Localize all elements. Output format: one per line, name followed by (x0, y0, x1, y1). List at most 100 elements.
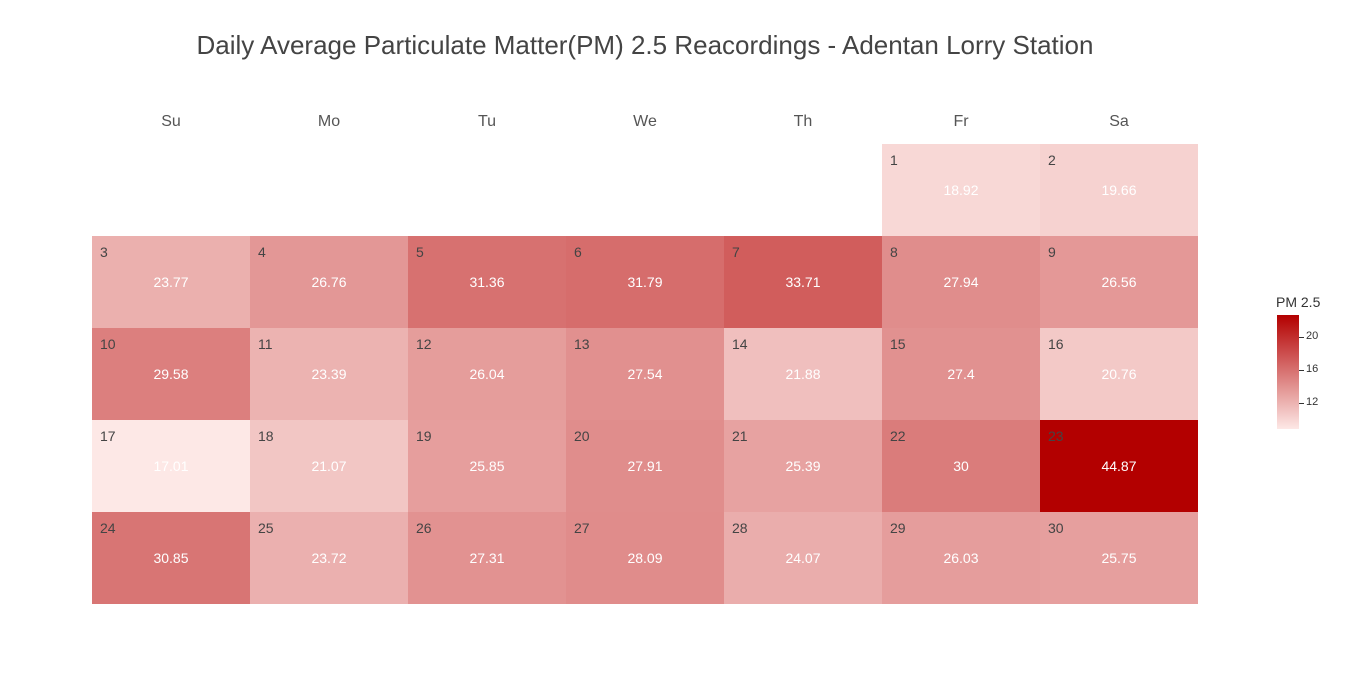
pm-value-label: 23.77 (153, 274, 189, 290)
pm-value-label: 31.79 (627, 274, 663, 290)
day-cell: 4 26.76 (250, 236, 408, 328)
day-cell: 1 18.92 (882, 144, 1040, 236)
day-cell: 5 31.36 (408, 236, 566, 328)
day-number: 25 (258, 520, 274, 536)
day-cell: 24 30.85 (92, 512, 250, 604)
day-cell: 25 23.72 (250, 512, 408, 604)
day-number: 13 (574, 336, 590, 352)
pm-value-label: 19.66 (1101, 182, 1137, 198)
legend-title: PM 2.5 (1276, 294, 1321, 310)
weekday-label: Fr (953, 113, 969, 130)
pm-value-label: 23.39 (311, 366, 347, 382)
day-cell: 28 24.07 (724, 512, 882, 604)
day-number: 29 (890, 520, 906, 536)
day-cell: 14 21.88 (724, 328, 882, 420)
weekday-label: Tu (477, 113, 497, 130)
pm-value-label: 24.07 (785, 550, 821, 566)
day-number: 12 (416, 336, 432, 352)
legend-tick-mark (1299, 337, 1304, 338)
day-number: 4 (258, 244, 266, 260)
day-cell: 13 27.54 (566, 328, 724, 420)
day-number: 9 (1048, 244, 1056, 260)
pm-value-label: 20.76 (1101, 366, 1137, 382)
day-cell: 9 26.56 (1040, 236, 1198, 328)
day-cell: 27 28.09 (566, 512, 724, 604)
pm-value-label: 25.39 (785, 458, 821, 474)
day-cell: 30 25.75 (1040, 512, 1198, 604)
pm-value-label: 27.4 (947, 366, 975, 382)
day-number: 11 (258, 336, 273, 352)
pm-value-label: 33.71 (785, 274, 821, 290)
pm-value-label: 21.07 (311, 458, 347, 474)
pm-value-label: 26.56 (1101, 274, 1137, 290)
pm-value-label: 26.03 (943, 550, 979, 566)
day-number: 24 (100, 520, 116, 536)
pm-value-label: 27.94 (943, 274, 979, 290)
legend-tick-label: 12 (1306, 396, 1319, 408)
chart-title: Daily Average Particulate Matter(PM) 2.5… (196, 30, 1094, 60)
weekday-label: Sa (1109, 113, 1129, 130)
day-cell: 20 27.91 (566, 420, 724, 512)
day-cell: 6 31.79 (566, 236, 724, 328)
day-number: 2 (1048, 152, 1056, 168)
day-number: 16 (1048, 336, 1064, 352)
day-number: 17 (100, 428, 116, 444)
day-number: 27 (574, 520, 590, 536)
legend-tick-label: 20 (1306, 330, 1319, 342)
day-number: 30 (1048, 520, 1064, 536)
day-number: 20 (574, 428, 590, 444)
day-number: 22 (890, 428, 906, 444)
day-cell: 8 27.94 (882, 236, 1040, 328)
weekday-label: Su (161, 113, 181, 130)
pm-value-label: 21.88 (785, 366, 821, 382)
pm-value-label: 44.87 (1101, 458, 1137, 474)
day-cell: 23 44.87 (1040, 420, 1198, 512)
day-cell: 26 27.31 (408, 512, 566, 604)
pm-value-label: 30.85 (153, 550, 189, 566)
weekday-label: We (633, 113, 657, 130)
pm-value-label: 26.04 (469, 366, 505, 382)
pm-value-label: 30 (953, 458, 969, 474)
pm-value-label: 29.58 (153, 366, 189, 382)
pm-value-label: 27.31 (469, 550, 505, 566)
pm-value-label: 28.09 (627, 550, 663, 566)
pm-value-label: 18.92 (943, 182, 979, 198)
day-cell: 7 33.71 (724, 236, 882, 328)
day-number: 8 (890, 244, 898, 260)
day-cell: 19 25.85 (408, 420, 566, 512)
day-cell: 21 25.39 (724, 420, 882, 512)
day-cell: 17 17.01 (92, 420, 250, 512)
day-number: 19 (416, 428, 432, 444)
pm-value-label: 31.36 (469, 274, 505, 290)
day-cell: 11 23.39 (250, 328, 408, 420)
day-number: 10 (100, 336, 116, 352)
pm-value-label: 17.01 (153, 458, 189, 474)
day-number: 26 (416, 520, 432, 536)
day-cell: 29 26.03 (882, 512, 1040, 604)
weekday-label: Mo (317, 113, 341, 130)
legend-color-bar (1277, 315, 1299, 429)
day-cell: 3 23.77 (92, 236, 250, 328)
day-number: 7 (732, 244, 740, 260)
day-number: 3 (100, 244, 108, 260)
day-cell: 18 21.07 (250, 420, 408, 512)
day-cell: 16 20.76 (1040, 328, 1198, 420)
day-number: 6 (574, 244, 582, 260)
day-number: 14 (732, 336, 748, 352)
day-cell: 15 27.4 (882, 328, 1040, 420)
pm-value-label: 26.76 (311, 274, 347, 290)
day-number: 21 (732, 428, 748, 444)
day-cell: 12 26.04 (408, 328, 566, 420)
legend-tick-mark (1299, 370, 1304, 371)
pm-value-label: 27.54 (627, 366, 663, 382)
day-number: 5 (416, 244, 424, 260)
day-number: 15 (890, 336, 906, 352)
day-cell: 22 30 (882, 420, 1040, 512)
day-cell: 2 19.66 (1040, 144, 1198, 236)
day-number: 18 (258, 428, 274, 444)
day-number: 1 (890, 152, 898, 168)
legend-tick-label: 16 (1306, 363, 1319, 375)
weekday-label: Th (793, 113, 813, 130)
pm-value-label: 23.72 (311, 550, 347, 566)
pm-value-label: 27.91 (627, 458, 663, 474)
